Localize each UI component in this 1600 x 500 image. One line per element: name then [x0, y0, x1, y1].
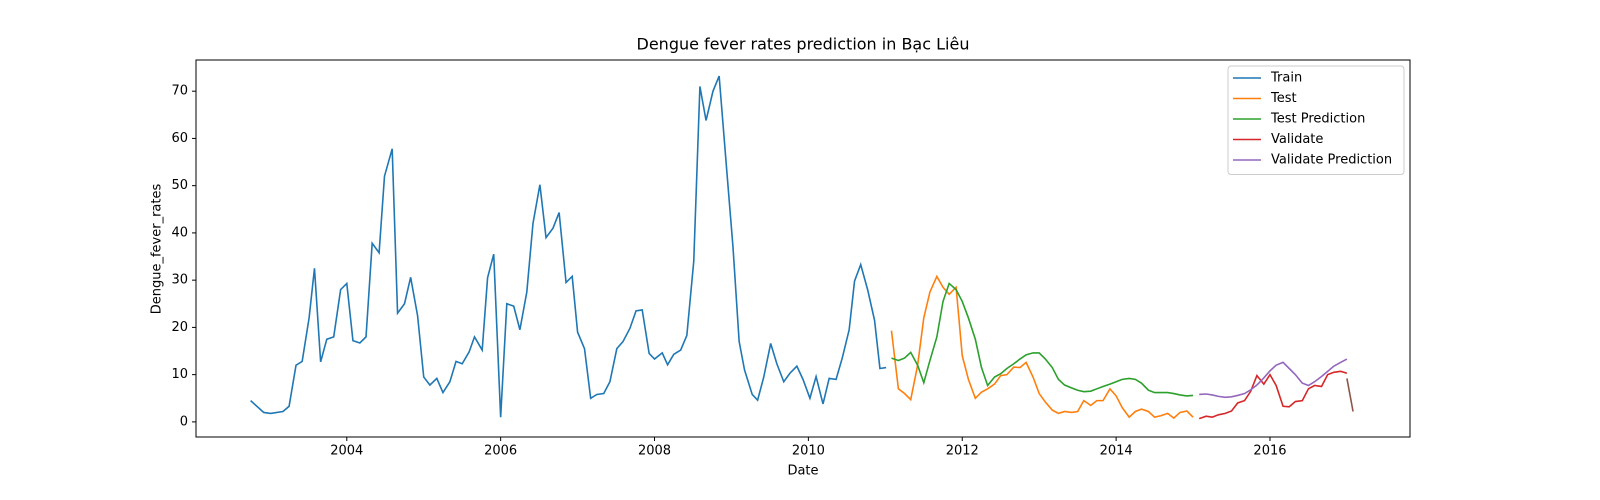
series-line	[890, 274, 1194, 420]
y-tick-label: 30	[171, 273, 188, 288]
y-tick-label: 0	[180, 414, 188, 429]
x-tick-label: 2008	[638, 444, 671, 459]
x-tick-label: 2012	[946, 444, 979, 459]
plot-frame	[195, 59, 1411, 438]
legend-label: Test Prediction	[1270, 112, 1365, 127]
y-tick-label: 50	[171, 178, 188, 193]
x-tick-label: 2006	[484, 444, 517, 459]
x-tick-label: 2016	[1253, 444, 1286, 459]
series-line	[1199, 358, 1348, 399]
series-line	[1346, 378, 1354, 412]
chart-title: Dengue fever rates prediction in Bạc Liê…	[637, 35, 970, 54]
x-tick-label: 2010	[792, 444, 825, 459]
y-tick-label: 70	[171, 84, 188, 99]
legend-label: Validate	[1271, 132, 1323, 147]
legend-label: Validate Prediction	[1271, 153, 1392, 168]
x-axis-label: Date	[787, 464, 818, 479]
y-tick-label: 20	[171, 320, 188, 335]
series-line	[250, 75, 887, 418]
series-line	[891, 282, 1194, 397]
x-tick-label: 2014	[1100, 444, 1133, 459]
y-axis-label: Dengue_fever_rates	[150, 184, 165, 315]
x-tick-label: 2004	[330, 444, 363, 459]
series-line	[1198, 370, 1348, 420]
legend-label: Train	[1270, 71, 1302, 86]
y-tick-label: 40	[171, 225, 188, 240]
legend-label: Test	[1270, 91, 1297, 106]
y-tick-label: 60	[171, 131, 188, 146]
legend-box	[1227, 65, 1405, 175]
y-tick-label: 10	[171, 367, 188, 382]
